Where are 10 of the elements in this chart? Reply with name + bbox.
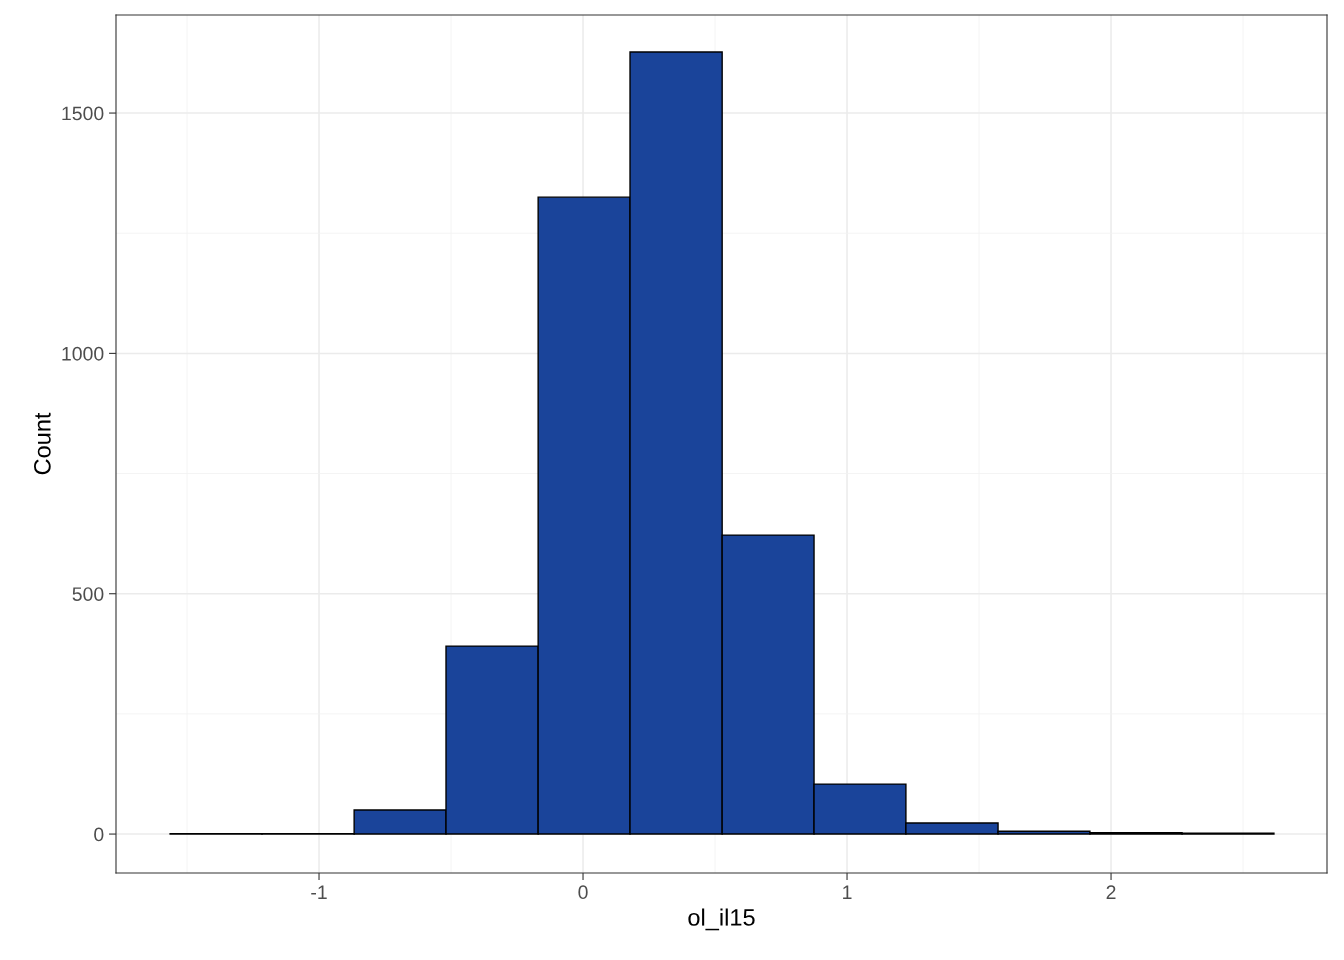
- y-tick-label: 1000: [62, 346, 104, 361]
- x-tick-label: 1: [843, 885, 852, 899]
- y-tick-label: 0: [94, 827, 104, 842]
- x-tick-label: -1: [311, 885, 327, 899]
- x-tick-label: 2: [1106, 885, 1116, 899]
- y-axis-title: Count: [34, 412, 51, 475]
- x-axis-title: ol_il15: [688, 908, 755, 931]
- x-tick-label: 0: [578, 885, 588, 900]
- y-tick-label: 1500: [62, 106, 104, 121]
- y-tick-label: 500: [72, 587, 104, 601]
